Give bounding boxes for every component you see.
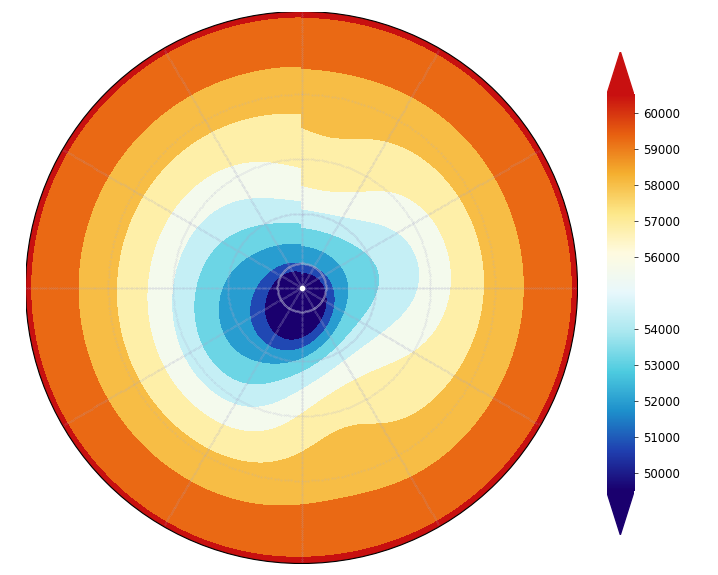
- Point: [296, 283, 307, 292]
- Point: [296, 283, 307, 292]
- Point: [296, 283, 307, 292]
- Point: [296, 283, 307, 292]
- Point: [296, 283, 307, 292]
- Point: [296, 283, 307, 292]
- Point: [296, 283, 307, 292]
- Point: [296, 283, 307, 292]
- Point: [296, 283, 307, 292]
- Polygon shape: [607, 52, 634, 95]
- Point: [296, 283, 307, 292]
- Point: [296, 283, 307, 292]
- Polygon shape: [607, 492, 634, 535]
- Point: [296, 283, 307, 292]
